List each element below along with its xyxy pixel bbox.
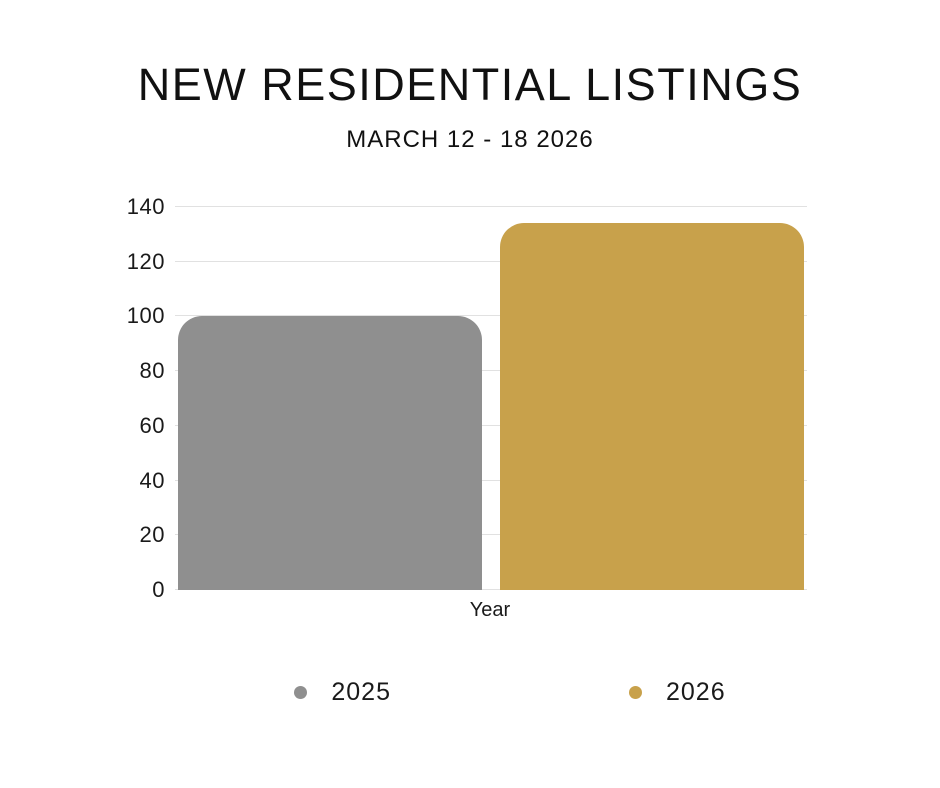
legend-item-2025: 2025	[294, 680, 391, 705]
legend-item-2026: 2026	[629, 680, 726, 705]
legend-label: 2025	[331, 678, 391, 706]
gridline	[175, 370, 807, 372]
chart-title: NEW RESIDENTIAL LISTINGS	[137, 59, 803, 110]
gridline	[175, 260, 807, 262]
legend: 2025 2026	[80, 680, 940, 705]
y-axis-tick-label: 100	[126, 303, 165, 329]
chart-plot-area	[175, 206, 807, 590]
y-axis-tick-label: 140	[126, 194, 165, 219]
gridline	[175, 589, 807, 590]
gridline	[175, 424, 807, 426]
gridline	[175, 534, 807, 536]
y-axis-tick-label: 40	[139, 467, 165, 493]
y-axis-tick-label: 60	[139, 412, 165, 438]
bar-2025	[178, 316, 482, 590]
legend-swatch-icon	[294, 686, 308, 699]
gridline	[175, 206, 807, 207]
legend-swatch-icon	[629, 686, 642, 699]
y-axis-tick-label: 120	[126, 248, 165, 274]
y-axis-tick-label: 20	[139, 522, 165, 548]
gridline	[175, 479, 807, 481]
gridline	[175, 315, 807, 317]
bar-2026	[500, 223, 804, 590]
chart-subtitle: MARCH 12 - 18 2026	[346, 126, 594, 153]
legend-label: 2026	[666, 678, 726, 706]
y-axis: 0 20 40 60 80 100 120 140	[0, 196, 165, 601]
y-axis-tick-label: 80	[139, 358, 165, 384]
y-axis-tick-label: 0	[152, 577, 165, 602]
x-axis-label: Year	[469, 599, 511, 621]
